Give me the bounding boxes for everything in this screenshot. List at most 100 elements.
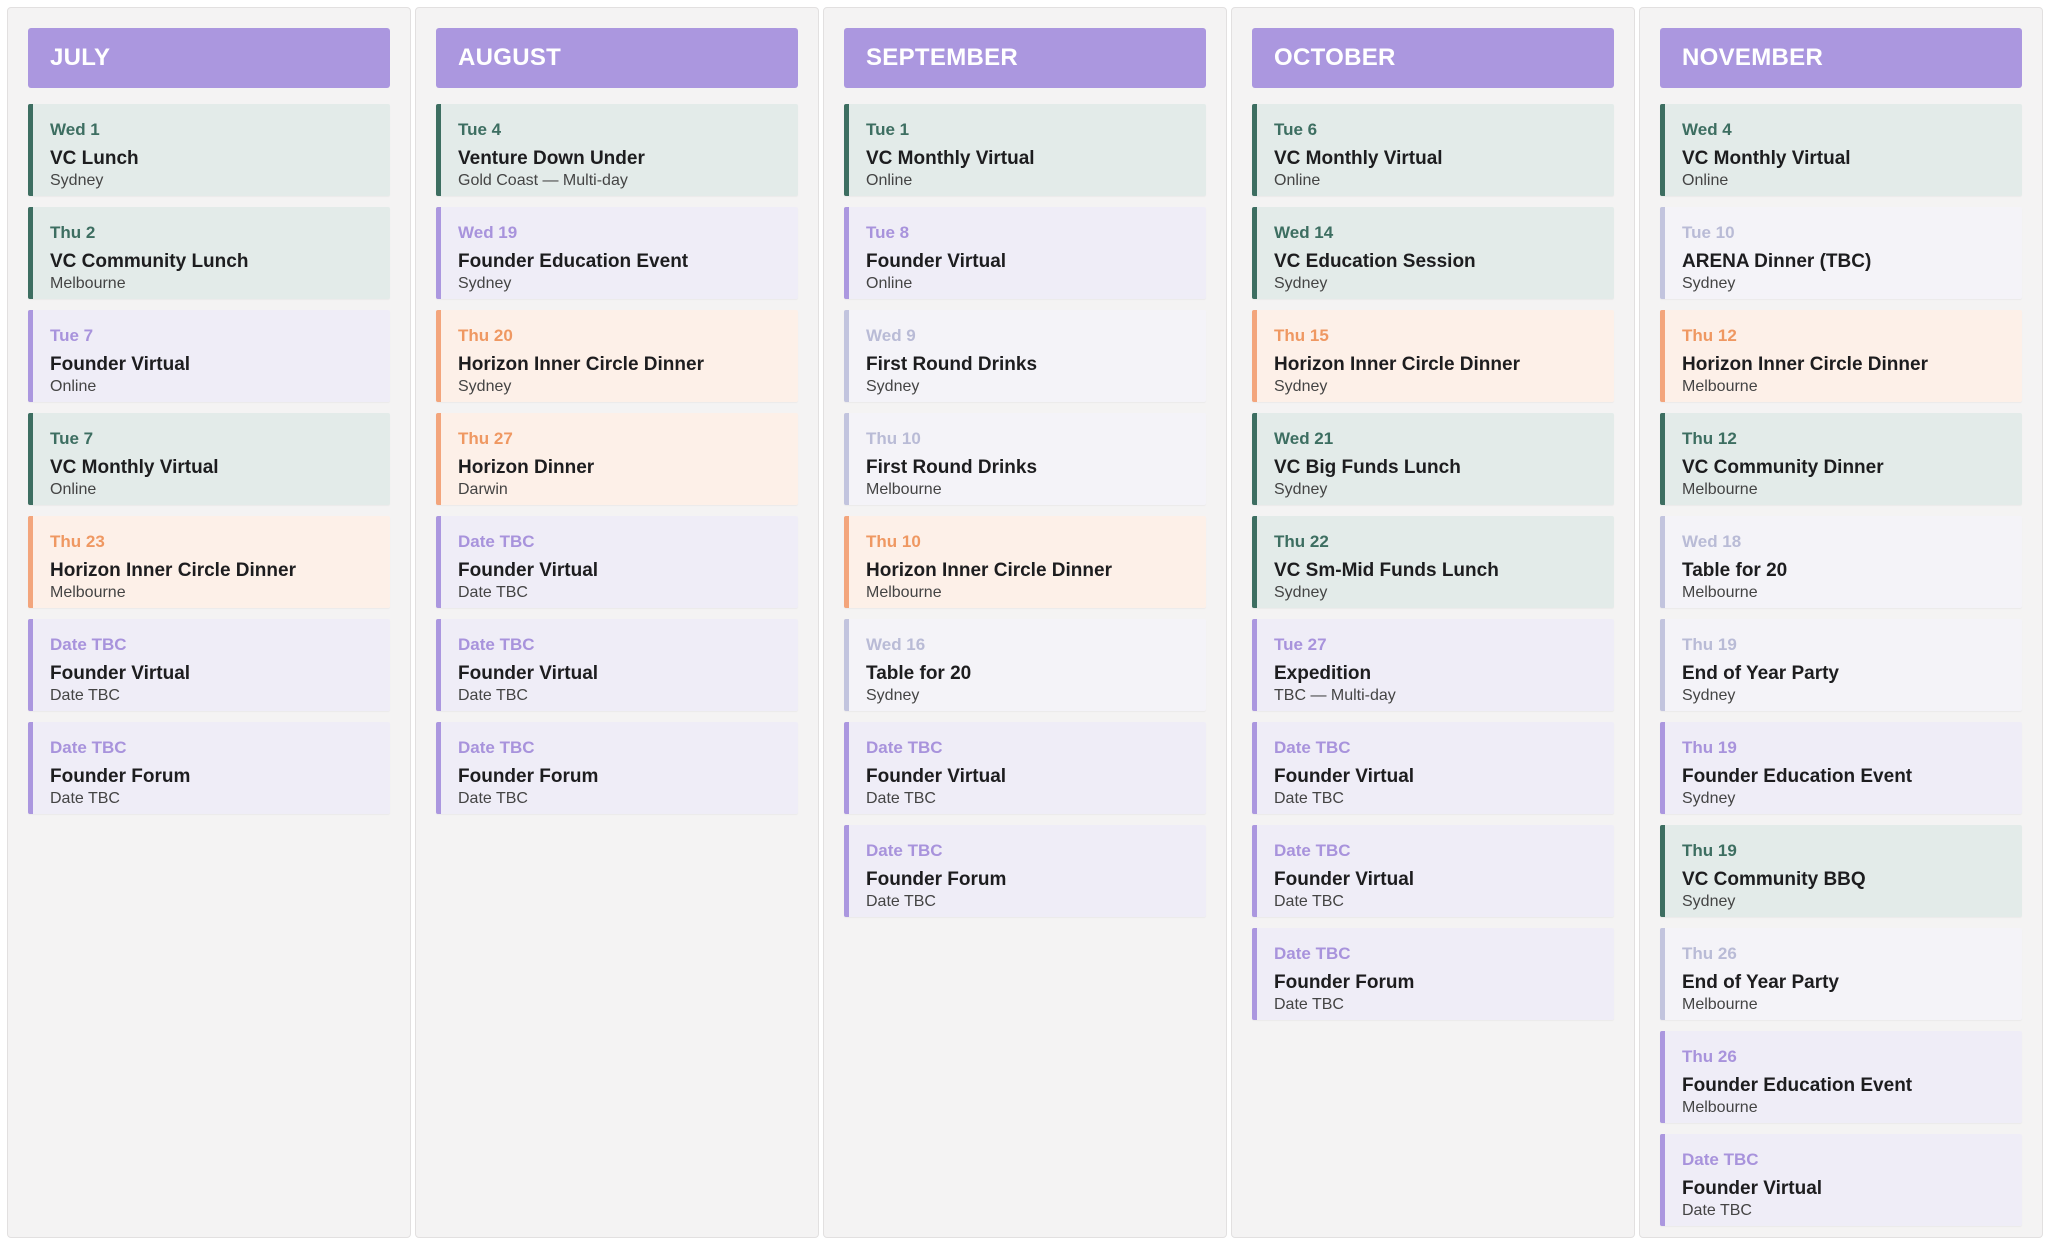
event-title: Founder Virtual (866, 251, 1007, 272)
event-card[interactable]: Wed 14 VC Education Session Sydney (1252, 207, 1614, 299)
event-date: Date TBC (458, 738, 535, 757)
event-card[interactable]: Date TBC Founder Virtual Date TBC (844, 722, 1206, 814)
event-card[interactable]: Thu 26 End of Year Party Melbourne (1660, 928, 2022, 1020)
event-location: Date TBC (50, 790, 120, 807)
event-title: Founder Virtual (458, 663, 599, 684)
event-title: Founder Virtual (1274, 766, 1415, 787)
event-card[interactable]: Thu 12 Horizon Inner Circle Dinner Melbour… (1660, 310, 2022, 402)
event-location: Date TBC (1274, 893, 1344, 910)
event-location: Melbourne (866, 584, 942, 601)
event-location: TBC — Multi-day (1274, 687, 1396, 704)
event-location: Sydney (1274, 481, 1328, 498)
event-location: Sydney (1274, 378, 1328, 395)
event-card[interactable]: Thu 19 End of Year Party Sydney (1660, 619, 2022, 711)
event-card[interactable]: Tue 1 VC Monthly Virtual Online (844, 104, 1206, 196)
event-card[interactable]: Date TBC Founder Virtual Date TBC (436, 516, 798, 608)
event-card[interactable]: Thu 23 Horizon Inner Circle Dinner Melbour… (28, 516, 390, 608)
event-location: Date TBC (866, 790, 936, 807)
event-title: VC Monthly Virtual (1274, 148, 1443, 169)
event-date: Date TBC (1274, 738, 1351, 757)
event-card[interactable]: Tue 7 Founder Virtual Online (28, 310, 390, 402)
event-card[interactable]: Thu 15 Horizon Inner Circle Dinner Sydney (1252, 310, 1614, 402)
event-card[interactable]: Thu 2 VC Community Lunch Melbourne (28, 207, 390, 299)
event-date: Wed 16 (866, 635, 926, 654)
event-title: End of Year Party (1682, 663, 1839, 684)
event-card[interactable]: Wed 4 VC Monthly Virtual Online (1660, 104, 2022, 196)
event-card[interactable]: Date TBC Founder Virtual Date TBC (1660, 1134, 2022, 1226)
event-date: Date TBC (458, 532, 535, 551)
event-date: Tue 27 (1274, 635, 1327, 654)
event-date: Tue 7 (50, 429, 94, 448)
event-card[interactable]: Thu 10 Horizon Inner Circle Dinner Melbour… (844, 516, 1206, 608)
event-card[interactable]: Thu 19 Founder Education Event Sydney (1660, 722, 2022, 814)
month-column-august: AUGUST Tue 4 Venture Down Under Gold Coast … (415, 7, 819, 1238)
event-card[interactable]: Tue 27 Expedition TBC — Multi-day (1252, 619, 1614, 711)
event-title: Founder Forum (458, 766, 599, 787)
event-title: VC Community Lunch (50, 251, 249, 272)
event-card[interactable]: Thu 22 VC Sm-Mid Funds Lunch Sydney (1252, 516, 1614, 608)
event-card[interactable]: Date TBC Founder Forum Date TBC (28, 722, 390, 814)
event-date: Thu 12 (1682, 429, 1737, 448)
event-location: Melbourne (866, 481, 942, 498)
event-date: Wed 4 (1682, 120, 1732, 139)
event-date: Thu 12 (1682, 326, 1737, 345)
event-title: Founder Virtual (1682, 1178, 1823, 1199)
event-card[interactable]: Thu 27 Horizon Dinner Darwin (436, 413, 798, 505)
event-date: Date TBC (1274, 841, 1351, 860)
event-card[interactable]: Wed 19 Founder Education Event Sydney (436, 207, 798, 299)
event-date: Date TBC (1682, 1150, 1759, 1169)
event-title: Founder Forum (50, 766, 191, 787)
event-date: Wed 19 (458, 223, 518, 242)
event-card[interactable]: Thu 10 First Round Drinks Melbourne (844, 413, 1206, 505)
event-card[interactable]: Date TBC Founder Virtual Date TBC (28, 619, 390, 711)
month-column-october: OCTOBER Tue 6 VC Monthly Virtual Online Wed … (1231, 7, 1635, 1238)
event-location: Melbourne (1682, 584, 1758, 601)
month-column-july: JULY Wed 1 VC Lunch Sydney Thu 2 VC Community… (7, 7, 411, 1238)
event-card[interactable]: Tue 7 VC Monthly Virtual Online (28, 413, 390, 505)
event-card[interactable]: Wed 1 VC Lunch Sydney (28, 104, 390, 196)
event-card[interactable]: Thu 20 Horizon Inner Circle Dinner Sydney (436, 310, 798, 402)
event-date: Wed 14 (1274, 223, 1334, 242)
event-card[interactable]: Thu 19 VC Community BBQ Sydney (1660, 825, 2022, 917)
event-title: Horizon Inner Circle Dinner (1274, 354, 1520, 375)
event-card[interactable]: Wed 9 First Round Drinks Sydney (844, 310, 1206, 402)
event-card[interactable]: Date TBC Founder Virtual Date TBC (1252, 825, 1614, 917)
event-card[interactable]: Date TBC Founder Forum Date TBC (1252, 928, 1614, 1020)
event-location: Sydney (1682, 790, 1736, 807)
event-date: Thu 10 (866, 532, 921, 551)
event-date: Date TBC (50, 635, 127, 654)
event-date: Thu 2 (50, 223, 96, 242)
month-header: NOVEMBER (1660, 28, 2022, 88)
event-title: VC Community BBQ (1682, 869, 1866, 890)
event-card[interactable]: Wed 18 Table for 20 Melbourne (1660, 516, 2022, 608)
event-title: Founder Virtual (866, 766, 1007, 787)
event-location: Sydney (1274, 275, 1328, 292)
event-card[interactable]: Tue 4 Venture Down Under Gold Coast — Mult… (436, 104, 798, 196)
event-date: Tue 8 (866, 223, 910, 242)
event-location: Melbourne (1682, 996, 1758, 1013)
event-date: Wed 1 (50, 120, 100, 139)
event-card[interactable]: Tue 10 ARENA Dinner (TBC) Sydney (1660, 207, 2022, 299)
event-card[interactable]: Wed 16 Table for 20 Sydney (844, 619, 1206, 711)
event-card[interactable]: Date TBC Founder Forum Date TBC (436, 722, 798, 814)
event-location: Sydney (1274, 584, 1328, 601)
event-card[interactable]: Tue 8 Founder Virtual Online (844, 207, 1206, 299)
event-location: Gold Coast — Multi-day (458, 172, 628, 189)
event-card[interactable]: Date TBC Founder Virtual Date TBC (1252, 722, 1614, 814)
event-card[interactable]: Tue 6 VC Monthly Virtual Online (1252, 104, 1614, 196)
event-card[interactable]: Date TBC Founder Forum Date TBC (844, 825, 1206, 917)
event-location: Sydney (50, 172, 104, 189)
event-location: Date TBC (1682, 1202, 1752, 1219)
event-location: Date TBC (866, 893, 936, 910)
event-date: Wed 18 (1682, 532, 1742, 551)
event-location: Melbourne (1682, 481, 1758, 498)
event-card[interactable]: Wed 21 VC Big Funds Lunch Sydney (1252, 413, 1614, 505)
event-location: Sydney (458, 378, 512, 395)
event-title: First Round Drinks (866, 354, 1038, 375)
event-card[interactable]: Date TBC Founder Virtual Date TBC (436, 619, 798, 711)
event-location: Online (1274, 172, 1321, 189)
event-title: VC Sm-Mid Funds Lunch (1274, 560, 1499, 581)
event-location: Online (50, 481, 97, 498)
event-card[interactable]: Thu 26 Founder Education Event Melbourne (1660, 1031, 2022, 1123)
event-card[interactable]: Thu 12 VC Community Dinner Melbourne (1660, 413, 2022, 505)
